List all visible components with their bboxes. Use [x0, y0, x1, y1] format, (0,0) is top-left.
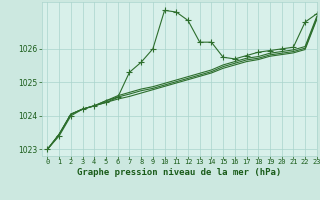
X-axis label: Graphe pression niveau de la mer (hPa): Graphe pression niveau de la mer (hPa)	[77, 168, 281, 177]
